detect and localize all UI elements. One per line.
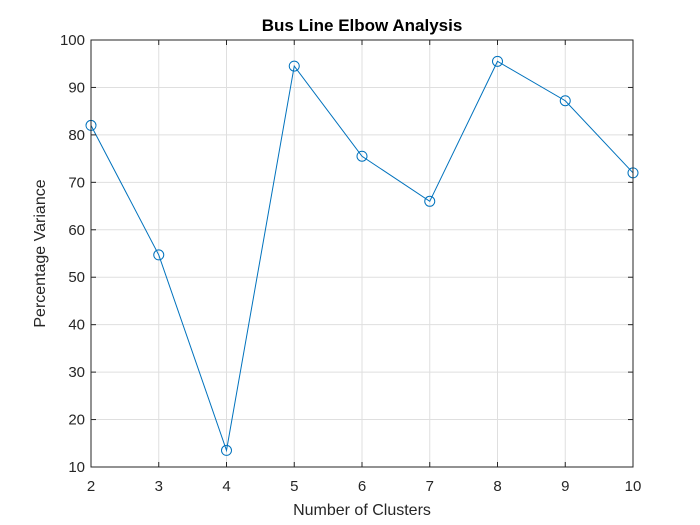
y-tick-label: 60 <box>68 222 85 239</box>
x-axis-label: Number of Clusters <box>293 502 431 519</box>
x-tick-label: 6 <box>358 478 366 495</box>
y-tick-label: 50 <box>68 269 85 286</box>
data-point <box>559 95 571 107</box>
axis-ticks: 2 3 4 5 6 7 8 9 10 10 20 30 40 50 60 70 80 90 100 <box>60 32 641 495</box>
y-tick-label: 20 <box>68 412 85 429</box>
data-point <box>424 195 436 207</box>
y-tick-label: 30 <box>68 364 85 381</box>
data-point <box>153 249 165 261</box>
x-tick-label: 4 <box>222 478 230 495</box>
data-point <box>356 150 368 162</box>
y-tick-label: 70 <box>68 174 85 191</box>
x-tick-label: 9 <box>561 478 569 495</box>
chart-title: Bus Line Elbow Analysis <box>262 16 463 35</box>
x-tick-label: 2 <box>87 478 95 495</box>
x-tick-label: 5 <box>290 478 298 495</box>
y-axis-label: Percentage Variance <box>32 179 49 327</box>
series-line <box>90 60 634 453</box>
x-tick-label: 7 <box>426 478 434 495</box>
x-tick-label: 10 <box>625 478 642 495</box>
data-point <box>288 60 300 72</box>
y-tick-label: 90 <box>68 79 85 96</box>
x-tick-label: 3 <box>155 478 163 495</box>
data-point <box>221 444 232 456</box>
y-tick-label: 10 <box>68 459 85 476</box>
data-point <box>492 55 503 67</box>
y-tick-label: 80 <box>68 127 85 144</box>
y-tick-label: 40 <box>68 317 85 334</box>
y-tick-label: 100 <box>60 32 85 49</box>
x-tick-label: 8 <box>493 478 501 495</box>
